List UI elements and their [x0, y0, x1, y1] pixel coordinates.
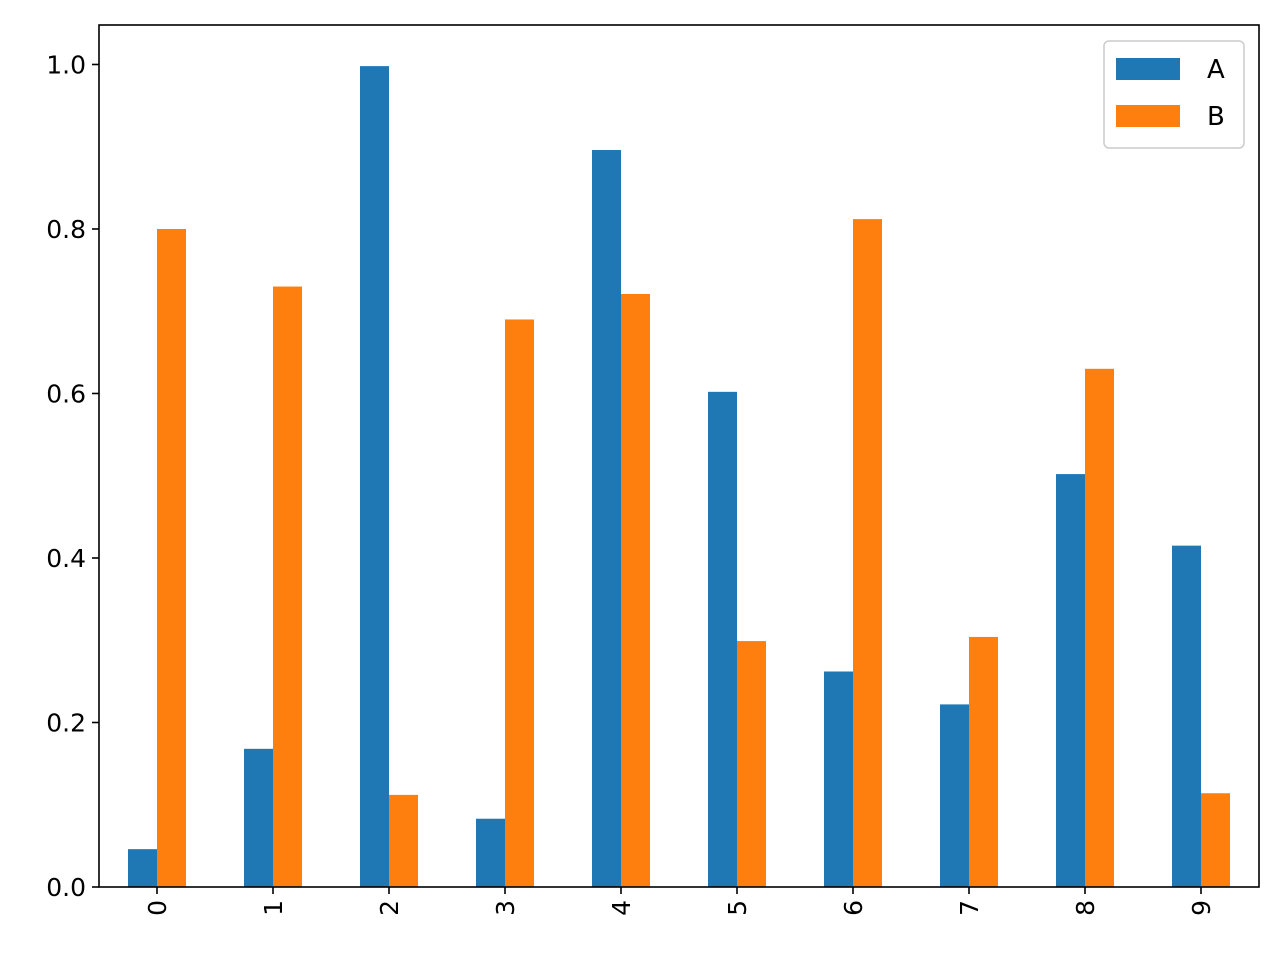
x-tick-label: 9: [1187, 900, 1216, 916]
x-tick-label: 3: [491, 900, 520, 916]
legend-swatch-b: [1116, 105, 1180, 127]
x-tick-label: 6: [839, 900, 868, 916]
x-tick-label: 7: [955, 900, 984, 916]
y-tick-label: 1.0: [46, 50, 86, 79]
bar-a-6: [824, 671, 853, 887]
bar-a-9: [1172, 545, 1201, 887]
bar-a-2: [360, 66, 389, 887]
y-tick-label: 0.8: [46, 215, 86, 244]
y-tick-label: 0.6: [46, 379, 86, 408]
bar-a-1: [244, 748, 273, 887]
x-tick-label: 2: [375, 900, 404, 916]
bar-b-1: [273, 286, 302, 887]
x-tick-label: 0: [143, 900, 172, 916]
x-axis: 0 1 2 3 4 5 6 7 8 9: [143, 887, 1216, 916]
legend-swatch-a: [1116, 58, 1180, 80]
legend: A B: [1103, 40, 1245, 149]
y-tick-label: 0.2: [46, 709, 86, 738]
plot-frame: [98, 24, 1260, 888]
bar-a-7: [940, 704, 969, 887]
x-tick-label: 4: [607, 900, 636, 916]
bar-b-8: [1085, 368, 1114, 887]
y-tick-label: 0.4: [46, 544, 86, 573]
legend-label-a: A: [1207, 55, 1225, 85]
bar-a-3: [476, 818, 505, 887]
bar-b-5: [737, 641, 766, 887]
x-tick-label: 8: [1071, 900, 1100, 916]
bar-b-9: [1201, 793, 1230, 887]
bar-b-3: [505, 319, 534, 888]
x-tick-label: 1: [259, 900, 288, 916]
y-tick-label: 0.0: [46, 873, 86, 902]
bar-a-5: [708, 391, 737, 887]
bar-b-2: [389, 794, 418, 887]
legend-label-b: B: [1207, 102, 1225, 132]
bars-group: [128, 66, 1230, 888]
bar-b-4: [621, 293, 650, 888]
bar-b-6: [853, 219, 882, 888]
bar-b-0: [157, 228, 186, 888]
y-axis: 0.0 0.2 0.4 0.6 0.8 1.0: [46, 50, 99, 902]
bar-b-7: [969, 636, 998, 887]
x-tick-label: 5: [723, 900, 752, 916]
bar-a-4: [592, 150, 621, 887]
bar-a-0: [128, 849, 157, 887]
bar-a-8: [1056, 474, 1085, 887]
